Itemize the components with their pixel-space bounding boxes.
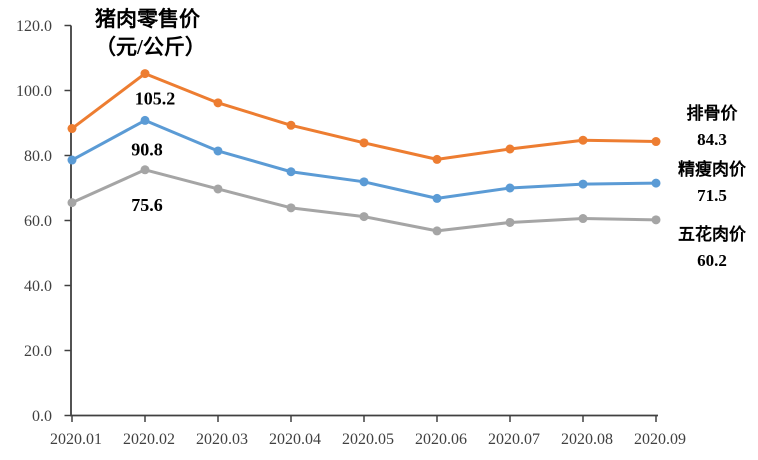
- x-axis-tick-label: 2020.05: [342, 431, 394, 448]
- data-point-marker-排骨价: [213, 98, 223, 108]
- data-point-marker-五花肉价: [67, 198, 77, 208]
- data-point-marker-精瘦肉价: [67, 155, 77, 165]
- peak-data-label-精瘦肉价: 90.8: [131, 139, 163, 159]
- x-axis-tick-label: 2020.01: [50, 431, 102, 448]
- data-point-marker-五花肉价: [505, 217, 515, 227]
- x-axis-tick-label: 2020.08: [561, 431, 613, 448]
- y-axis-tick-label: 80.0: [24, 148, 52, 165]
- y-axis-tick-label: 20.0: [24, 343, 52, 360]
- data-point-marker-五花肉价: [140, 165, 150, 175]
- data-point-marker-精瘦肉价: [651, 178, 661, 188]
- x-axis-tick-label: 2020.06: [415, 431, 467, 448]
- data-point-marker-精瘦肉价: [505, 183, 515, 193]
- x-axis-tick-label: 2020.07: [488, 431, 540, 448]
- x-axis-tick-label: 2020.04: [269, 431, 321, 448]
- y-axis-tick-label: 40.0: [24, 278, 52, 295]
- x-axis-tick-label: 2020.09: [634, 431, 686, 448]
- data-point-marker-精瘦肉价: [578, 179, 588, 189]
- chart-title-text: 猪肉零售价: [95, 7, 200, 31]
- data-point-marker-精瘦肉价: [359, 177, 369, 187]
- data-point-marker-排骨价: [505, 144, 515, 154]
- data-point-marker-排骨价: [359, 138, 369, 148]
- y-axis-tick-label: 120.0: [16, 18, 52, 35]
- data-point-marker-精瘦肉价: [432, 193, 442, 203]
- chart-title: 猪肉零售价 （元/公斤）: [95, 5, 206, 61]
- y-axis-tick-label: 100.0: [16, 83, 52, 100]
- data-point-marker-排骨价: [140, 69, 150, 79]
- data-point-marker-排骨价: [67, 124, 77, 134]
- data-point-marker-精瘦肉价: [286, 167, 296, 177]
- data-point-marker-五花肉价: [213, 184, 223, 194]
- data-point-marker-排骨价: [651, 137, 661, 147]
- y-axis-tick-label: 0.0: [32, 408, 52, 425]
- data-point-marker-精瘦肉价: [140, 115, 150, 125]
- data-point-marker-五花肉价: [286, 203, 296, 213]
- x-axis-tick-label: 2020.02: [123, 431, 175, 448]
- data-point-marker-精瘦肉价: [213, 146, 223, 156]
- data-point-marker-五花肉价: [359, 212, 369, 222]
- data-point-marker-排骨价: [578, 135, 588, 145]
- data-point-marker-五花肉价: [578, 214, 588, 224]
- data-point-marker-排骨价: [286, 120, 296, 130]
- x-axis-tick-label: 2020.03: [196, 431, 248, 448]
- peak-data-label-五花肉价: 75.6: [131, 195, 163, 215]
- y-axis-tick-label: 60.0: [24, 213, 52, 230]
- peak-data-label-排骨价: 105.2: [135, 89, 176, 109]
- data-point-marker-排骨价: [432, 154, 442, 164]
- data-point-marker-五花肉价: [651, 215, 661, 225]
- data-point-marker-五花肉价: [432, 226, 442, 236]
- chart-title-unit: （元/公斤）: [95, 35, 206, 59]
